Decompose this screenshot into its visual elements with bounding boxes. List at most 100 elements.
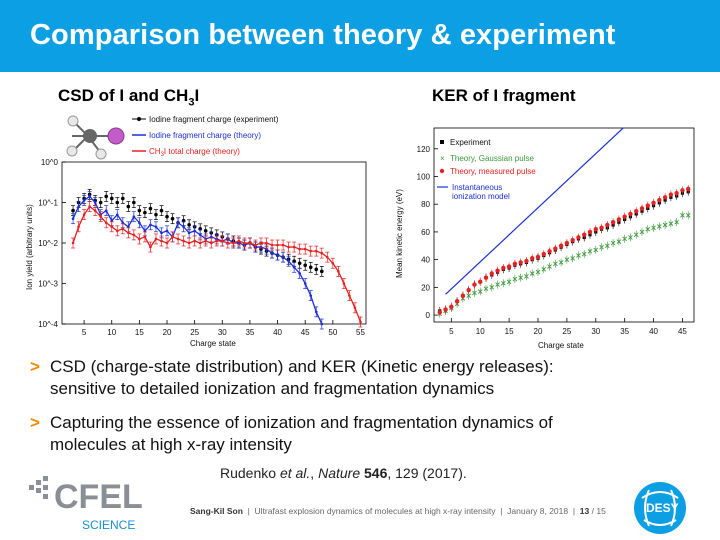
ker-x-ticks: 5 10 15 20 25 30 35 40 45 (449, 318, 687, 336)
ker-gaussian-point (593, 247, 599, 253)
ker-x-tick-label: 10 (476, 327, 485, 336)
csd-data-point (104, 221, 108, 225)
ker-gaussian-point (651, 225, 656, 231)
csd-data-point (93, 209, 97, 212)
csd-chart: Iodine fragment charge (experiment) Iodi… (25, 115, 367, 348)
ker-y-tick-label: 120 (417, 145, 431, 154)
ker-measured-point (535, 254, 541, 260)
legend-measured: Theory, measured pulse (450, 167, 536, 176)
csd-data-point (159, 208, 164, 213)
ker-measured-point (495, 268, 500, 273)
csd-data-point (220, 239, 224, 243)
ker-measured-point (530, 256, 535, 261)
ker-measured-point (506, 264, 512, 269)
csd-data-point (71, 241, 75, 245)
citation-authors: Rudenko (220, 465, 280, 481)
ker-gaussian-point (616, 239, 622, 244)
csd-data-point (127, 231, 130, 235)
csd-data-point (182, 239, 185, 243)
csd-data-point (176, 221, 180, 225)
ker-measured-point (582, 232, 587, 237)
ker-gaussian-point (501, 280, 506, 286)
csd-data-point (287, 245, 290, 249)
ker-x-tick-label: 25 (562, 327, 571, 336)
bullet-2: > Capturing the essence of ionization an… (30, 412, 690, 456)
ker-measured-point (645, 203, 650, 208)
csd-data-point (342, 282, 346, 285)
csd-data-point (160, 239, 163, 243)
ker-measured-point (662, 195, 668, 200)
ker-measured-point (657, 197, 662, 203)
ker-measured-point (605, 222, 610, 228)
csd-data-point (298, 272, 301, 275)
ker-measured-point (478, 279, 483, 285)
csd-y-label: Ion yield (arbitrary units) (25, 204, 34, 290)
ker-measured-point (680, 188, 685, 193)
csd-data-point (109, 196, 114, 201)
ker-x-tick-label: 45 (678, 327, 687, 336)
csd-data-point (110, 219, 114, 223)
ker-gaussian-point (483, 286, 489, 292)
csd-x-label: Charge state (190, 339, 236, 348)
csd-y-tick-label: 10^-2 (38, 239, 58, 248)
csd-data-point (203, 229, 208, 233)
ker-gaussian-point (662, 222, 668, 228)
cfel-logo-science: SCIENCE (82, 518, 135, 532)
csd-data-point (276, 243, 279, 247)
csd-data-point (71, 217, 75, 220)
csd-data-point (292, 266, 296, 269)
csd-data-point (121, 196, 125, 201)
csd-x-tick-label: 45 (301, 328, 310, 337)
ker-measured-point (593, 226, 598, 232)
csd-data-point (303, 263, 308, 268)
ker-y-tick-label: 20 (421, 283, 430, 292)
csd-data-point (215, 239, 219, 243)
bullet-1-line-2: sensitive to detailed ionization and fra… (50, 379, 495, 398)
csd-data-point (176, 237, 180, 241)
csd-x-tick-label: 30 (218, 328, 227, 337)
legend-experiment: Experiment (450, 138, 491, 147)
ker-gaussian-point (685, 212, 691, 218)
csd-data-point (298, 247, 301, 251)
csd-data-point (292, 245, 296, 249)
csd-data-point (297, 261, 302, 266)
csd-data-point (143, 235, 147, 239)
legend-instantaneous-2: ionization model (452, 192, 510, 201)
csd-data-point (193, 229, 196, 233)
csd-data-point (193, 239, 196, 243)
ker-gaussian-point (541, 267, 547, 272)
ker-measured-point (616, 217, 622, 222)
citation: Rudenko et al., Nature 546, 129 (2017). (220, 465, 467, 481)
csd-data-point (170, 216, 175, 221)
csd-data-point (149, 245, 152, 249)
ker-measured-point (628, 211, 633, 217)
ker-series-body (437, 128, 691, 318)
ker-x-label: Charge state (538, 341, 584, 350)
ker-y-label: Mean kinetic energy (eV) (395, 189, 404, 278)
ker-gaussian-point (547, 264, 552, 269)
ker-gaussian-point (657, 224, 662, 229)
csd-x-tick-label: 50 (328, 328, 337, 337)
ker-y-tick-label: 60 (421, 228, 430, 237)
csd-data-point (337, 270, 340, 273)
csd-data-point (88, 205, 91, 208)
ker-gaussian-point (489, 285, 495, 290)
csd-x-tick-label: 25 (190, 328, 199, 337)
desy-logo: DESY (634, 482, 686, 534)
csd-data-point (232, 241, 235, 245)
title-bar: Comparison between theory & experiment (0, 0, 720, 72)
csd-data-point (115, 229, 119, 233)
ker-gaussian-point (680, 212, 685, 218)
ker-gaussian-point (472, 290, 477, 296)
csd-data-point (160, 231, 163, 235)
csd-data-point (99, 215, 102, 218)
csd-x-tick-label: 10 (107, 328, 116, 337)
footer-total: 15 (596, 506, 606, 516)
ker-gaussian-point (581, 251, 587, 257)
csd-data-point (326, 255, 329, 259)
ker-gaussian-point (668, 221, 674, 226)
ker-plot-frame (433, 127, 695, 323)
csd-data-point (137, 208, 142, 213)
csd-data-point (132, 233, 136, 237)
csd-data-point (237, 239, 241, 243)
